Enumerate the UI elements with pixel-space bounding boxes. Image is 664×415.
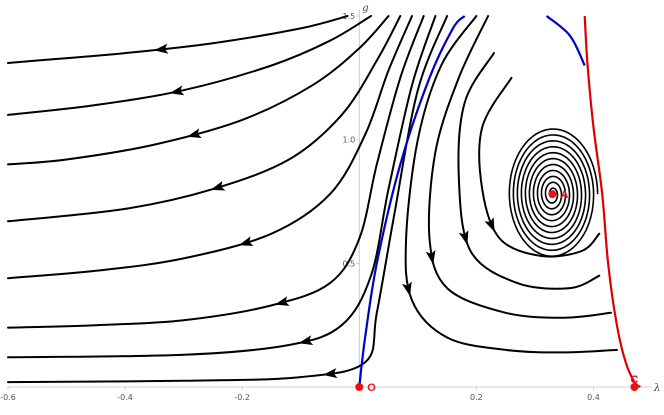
boundary-upper-curve xyxy=(545,15,586,66)
stream-arrow xyxy=(210,180,226,191)
fixed-point-label: O xyxy=(367,382,376,394)
stream-arrow xyxy=(238,236,254,246)
x-tick-label: -0.6 xyxy=(0,393,16,402)
streamline xyxy=(7,15,390,166)
stream-arrow xyxy=(322,368,338,379)
stream-arrow xyxy=(274,296,290,306)
spiral xyxy=(508,128,599,258)
stream-arrow xyxy=(298,335,314,346)
stream-arrow xyxy=(401,281,412,297)
fixed-points: O A C xyxy=(355,189,639,394)
streamline xyxy=(7,15,349,64)
stream-arrow xyxy=(458,230,469,245)
stream-arrow xyxy=(484,217,495,233)
stream-arrow xyxy=(425,249,436,265)
y-axis-title: g xyxy=(362,3,368,14)
x-tick-label: -0.4 xyxy=(117,393,133,402)
streamline xyxy=(7,15,449,384)
y-tick-label: 1.5 xyxy=(343,12,356,21)
x-tick-label: -0.2 xyxy=(234,393,250,402)
ticks: -0.6 -0.4 -0.2 0.2 0.4 0.5 1.0 1.5 xyxy=(0,12,600,402)
streamline xyxy=(478,76,601,258)
x-tick-label: 0.4 xyxy=(587,393,600,402)
streamline xyxy=(404,15,618,354)
separatrix-curve xyxy=(358,15,466,388)
stream-arrow xyxy=(169,85,185,96)
fixed-point-O xyxy=(355,383,364,391)
streamline xyxy=(7,15,372,116)
streamline xyxy=(7,15,437,359)
streamline xyxy=(457,52,601,290)
streamlines xyxy=(7,15,618,384)
y-tick-label: 1.0 xyxy=(343,136,356,145)
boundary-curve xyxy=(583,15,641,388)
fixed-point-A xyxy=(548,190,557,199)
streamline xyxy=(7,15,402,223)
streamline xyxy=(7,15,425,329)
spiral-curve xyxy=(508,128,599,258)
axes xyxy=(8,10,652,388)
streamline xyxy=(7,15,413,280)
fixed-point-label: C xyxy=(630,374,638,386)
stream-arrow xyxy=(153,43,169,54)
fixed-point-C xyxy=(630,383,639,391)
y-tick-label: 0.5 xyxy=(343,259,356,268)
stream-arrow xyxy=(186,128,202,138)
x-axis-title: λ xyxy=(653,383,660,394)
fixed-point-label: A xyxy=(560,189,568,201)
x-tick-label: 0.2 xyxy=(470,393,483,402)
